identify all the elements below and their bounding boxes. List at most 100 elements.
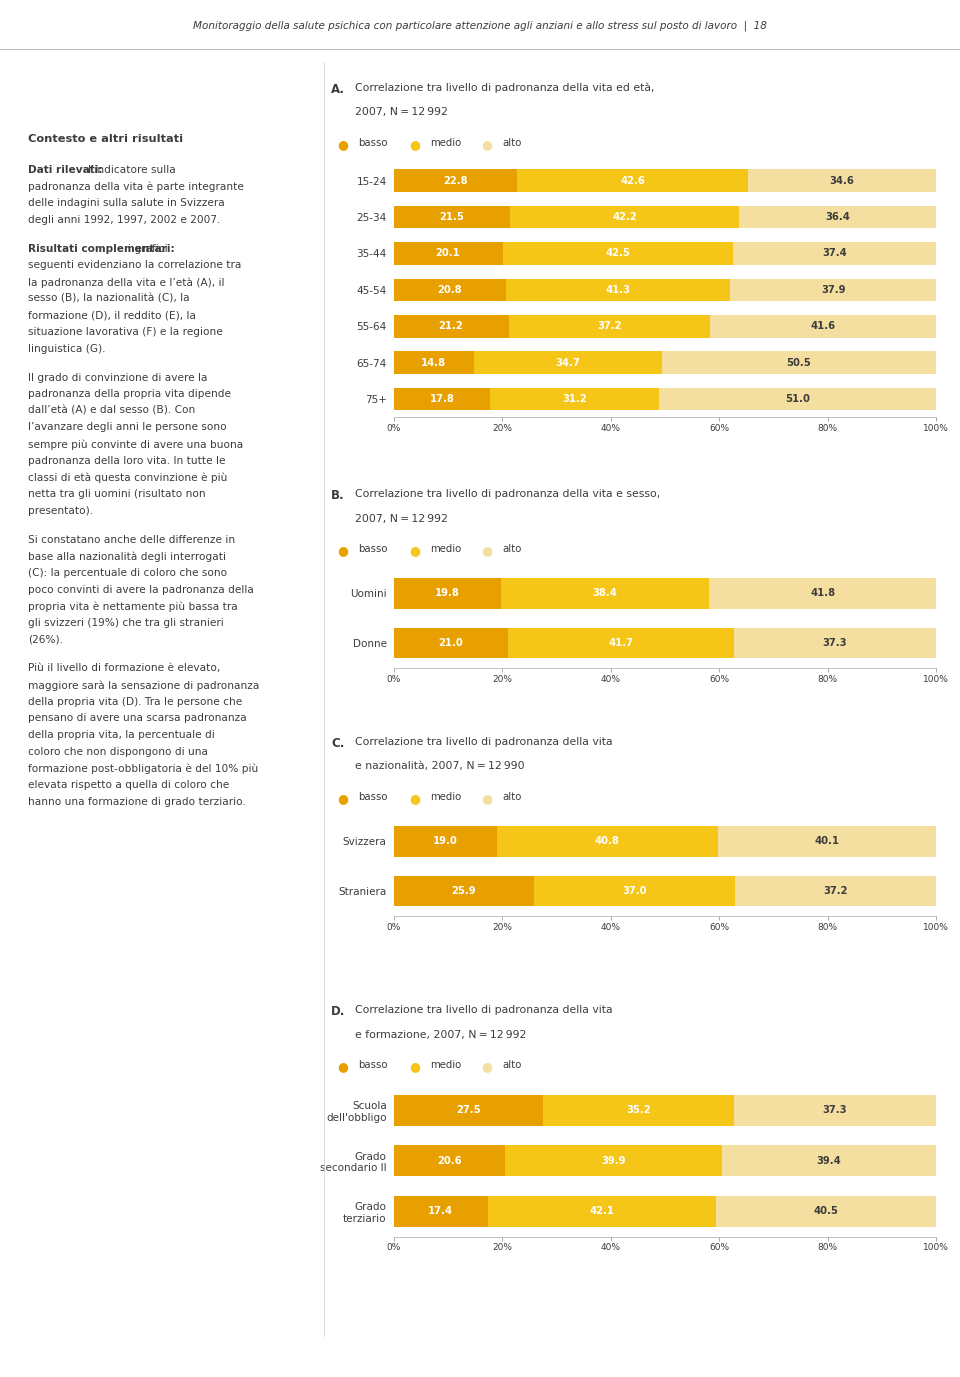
Text: poco convinti di avere la padronanza della: poco convinti di avere la padronanza del…: [28, 584, 253, 595]
Text: della propria vita, la percentuale di: della propria vita, la percentuale di: [28, 730, 215, 739]
Text: basso: basso: [359, 138, 388, 147]
Bar: [749, 169, 936, 191]
Text: formazione (D), il reddito (E), la: formazione (D), il reddito (E), la: [28, 310, 196, 321]
Bar: [517, 169, 749, 191]
Text: presentato).: presentato).: [28, 505, 93, 515]
Bar: [394, 278, 507, 302]
Bar: [394, 205, 510, 229]
Bar: [507, 278, 731, 302]
Text: 21.2: 21.2: [439, 321, 464, 332]
Text: basso: basso: [359, 544, 388, 554]
Bar: [508, 628, 733, 658]
Text: Dati rilevati:: Dati rilevati:: [28, 165, 107, 175]
Bar: [491, 388, 660, 410]
Bar: [509, 315, 710, 337]
Text: ●: ●: [409, 544, 420, 556]
Bar: [394, 315, 509, 337]
Text: alto: alto: [503, 792, 522, 801]
Bar: [394, 826, 496, 856]
Text: l’indicatore sulla: l’indicatore sulla: [88, 165, 176, 175]
Bar: [733, 628, 936, 658]
Bar: [394, 876, 534, 906]
Bar: [733, 1095, 936, 1126]
Bar: [534, 876, 734, 906]
Text: ●: ●: [338, 792, 348, 804]
Text: pensano di avere una scarsa padronanza: pensano di avere una scarsa padronanza: [28, 713, 247, 723]
Text: ●: ●: [481, 792, 492, 804]
Text: Si constatano anche delle differenze in: Si constatano anche delle differenze in: [28, 534, 235, 545]
Bar: [474, 351, 662, 375]
Text: 40.1: 40.1: [814, 836, 839, 847]
Text: 42.6: 42.6: [620, 176, 645, 186]
Bar: [739, 205, 937, 229]
Text: 42.5: 42.5: [606, 248, 631, 259]
Text: ●: ●: [409, 138, 420, 150]
Bar: [394, 169, 517, 191]
Text: ●: ●: [481, 138, 492, 150]
Bar: [394, 242, 936, 264]
Text: linguistica (G).: linguistica (G).: [28, 344, 106, 354]
Text: 20.1: 20.1: [436, 248, 461, 259]
Bar: [510, 205, 739, 229]
Bar: [394, 169, 936, 191]
Text: 39.9: 39.9: [601, 1155, 626, 1166]
Bar: [394, 1095, 542, 1126]
Bar: [709, 578, 936, 609]
Bar: [394, 1195, 936, 1227]
Text: classi di età questa convinzione è più: classi di età questa convinzione è più: [28, 472, 228, 483]
Text: 17.8: 17.8: [429, 394, 454, 403]
Text: Correlazione tra livello di padronanza della vita: Correlazione tra livello di padronanza d…: [355, 1005, 612, 1015]
Bar: [394, 351, 474, 375]
Text: dall’età (A) e dal sesso (B). Con: dall’età (A) e dal sesso (B). Con: [28, 406, 195, 416]
Bar: [394, 1195, 488, 1227]
Text: gli svizzeri (19%) che tra gli stranieri: gli svizzeri (19%) che tra gli stranieri: [28, 618, 224, 628]
Text: 38.4: 38.4: [592, 588, 617, 599]
Bar: [660, 388, 936, 410]
Text: propria vita è nettamente più bassa tra: propria vita è nettamente più bassa tra: [28, 602, 237, 611]
Bar: [394, 205, 936, 229]
Text: coloro che non dispongono di una: coloro che non dispongono di una: [28, 746, 207, 756]
Text: ●: ●: [409, 1060, 420, 1073]
Bar: [716, 1195, 936, 1227]
Text: 34.7: 34.7: [556, 358, 581, 368]
Text: formazione post-obbligatoria è del 10% più: formazione post-obbligatoria è del 10% p…: [28, 763, 258, 774]
Text: e nazionalità, 2007, N = 12 990: e nazionalità, 2007, N = 12 990: [355, 761, 524, 771]
Text: 21.0: 21.0: [438, 638, 463, 649]
Text: (26%).: (26%).: [28, 635, 62, 644]
Text: 42.2: 42.2: [612, 212, 637, 222]
Bar: [718, 826, 935, 856]
Text: 42.1: 42.1: [589, 1206, 614, 1216]
Bar: [394, 876, 936, 906]
Text: delle indagini sulla salute in Svizzera: delle indagini sulla salute in Svizzera: [28, 198, 225, 208]
Text: medio: medio: [430, 544, 462, 554]
Text: alto: alto: [503, 1060, 522, 1070]
Text: Correlazione tra livello di padronanza della vita ed età,: Correlazione tra livello di padronanza d…: [355, 83, 655, 94]
Text: Il grado di convinzione di avere la: Il grado di convinzione di avere la: [28, 373, 207, 383]
Text: padronanza della vita è parte integrante: padronanza della vita è parte integrante: [28, 182, 244, 191]
Text: sempre più convinte di avere una buona: sempre più convinte di avere una buona: [28, 439, 243, 450]
Text: 37.3: 37.3: [823, 1106, 847, 1115]
Bar: [394, 578, 501, 609]
Text: padronanza della propria vita dipende: padronanza della propria vita dipende: [28, 390, 230, 399]
Bar: [394, 278, 936, 302]
Bar: [394, 826, 936, 856]
Bar: [394, 628, 936, 658]
Text: netta tra gli uomini (risultato non: netta tra gli uomini (risultato non: [28, 489, 205, 498]
Text: 40.5: 40.5: [814, 1206, 839, 1216]
Bar: [542, 1095, 733, 1126]
Text: ●: ●: [481, 544, 492, 556]
Text: 31.2: 31.2: [563, 394, 588, 403]
Text: situazione lavorativa (F) e la regione: situazione lavorativa (F) e la regione: [28, 326, 223, 337]
Text: della propria vita (D). Tra le persone che: della propria vita (D). Tra le persone c…: [28, 697, 242, 706]
Text: la padronanza della vita e l’età (A), il: la padronanza della vita e l’età (A), il: [28, 277, 225, 288]
Bar: [496, 826, 718, 856]
Text: 37.2: 37.2: [824, 885, 848, 896]
Text: Contesto e altri risultati: Contesto e altri risultati: [28, 134, 183, 145]
Text: ●: ●: [409, 792, 420, 804]
Bar: [501, 578, 709, 609]
Text: 40.8: 40.8: [595, 836, 620, 847]
Text: i grafici: i grafici: [128, 244, 168, 253]
Text: 19.0: 19.0: [433, 836, 458, 847]
Text: basso: basso: [359, 792, 388, 801]
Text: 37.0: 37.0: [622, 885, 647, 896]
